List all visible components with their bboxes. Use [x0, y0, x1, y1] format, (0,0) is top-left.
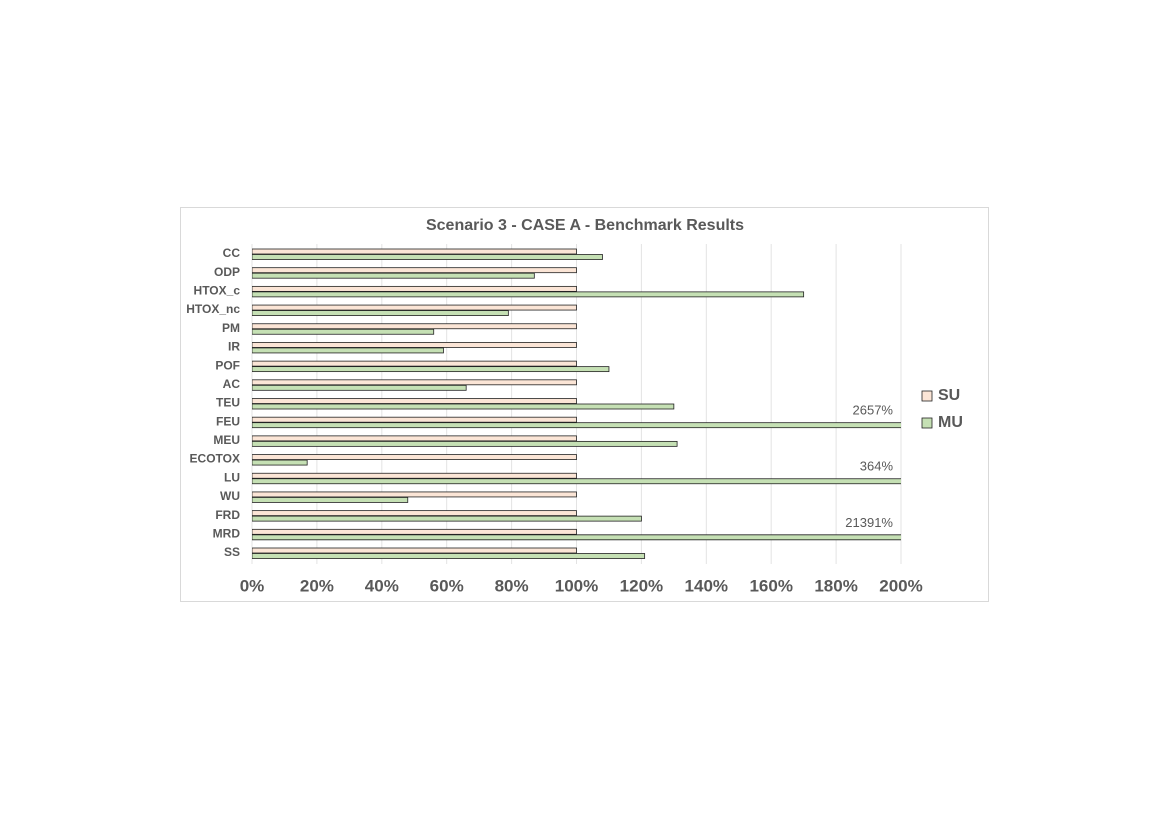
bar [252, 422, 901, 429]
x-tick-label: 140% [685, 576, 728, 595]
x-tick-label: 60% [430, 576, 464, 595]
x-tick-label: 100% [555, 576, 598, 595]
bar [252, 323, 577, 330]
data-label: 21391% [845, 515, 893, 530]
x-tick-label: 40% [365, 576, 399, 595]
bar [252, 553, 646, 559]
bars [252, 248, 901, 559]
bar [252, 254, 603, 260]
y-tick-label: AC [223, 377, 241, 391]
bar [252, 328, 435, 335]
data-label: 2657% [853, 403, 894, 418]
legend-label: MU [938, 414, 963, 431]
x-tick-label: 120% [620, 576, 663, 595]
y-tick-label: WU [220, 489, 240, 503]
x-tick-label: 180% [814, 576, 857, 595]
bar [252, 472, 577, 479]
bar [252, 384, 467, 391]
y-tick-label: FEU [216, 414, 240, 428]
bar [252, 248, 577, 255]
bar [252, 440, 678, 447]
bar [252, 403, 675, 410]
x-tick-label: 20% [300, 576, 334, 595]
y-tick-label: POF [215, 358, 240, 372]
bar [252, 366, 610, 373]
bar [252, 360, 577, 367]
legend-label: SU [938, 387, 960, 404]
x-tick-label: 80% [495, 576, 529, 595]
bar [252, 398, 577, 404]
y-tick-label: TEU [216, 396, 240, 410]
bar [252, 310, 509, 316]
x-tick-label: 200% [879, 576, 922, 595]
bar [252, 528, 577, 535]
bar [252, 379, 577, 386]
y-tick-label: ECOTOX [190, 452, 240, 466]
bar [252, 478, 901, 485]
chart-title: Scenario 3 - CASE A - Benchmark Results [426, 217, 744, 234]
bar [252, 285, 577, 292]
bar [252, 267, 577, 274]
bar [252, 534, 901, 541]
bar [252, 491, 577, 498]
bar [252, 291, 805, 298]
bar [252, 342, 577, 348]
y-tick-label: IR [228, 340, 240, 354]
y-tick-label: PM [222, 321, 240, 335]
x-tick-label: 160% [749, 576, 792, 595]
y-tick-label: HTOX_nc [186, 302, 240, 316]
legend-swatch [921, 390, 933, 402]
labels: 0% 20% 40% 60% 80% 100% 120% 140% 160% 180% 200% CC… [186, 246, 963, 595]
bar [252, 515, 642, 522]
y-tick-label: LU [224, 470, 240, 484]
y-tick-label: HTOX_c [194, 284, 241, 298]
bar [252, 435, 577, 442]
bar [252, 547, 577, 554]
bar [252, 510, 577, 517]
legend-swatch [921, 417, 933, 429]
y-tick-label: ODP [214, 265, 240, 279]
y-tick-label: SS [224, 545, 240, 559]
x-tick-label: 0% [240, 576, 265, 595]
y-tick-label: MRD [213, 526, 241, 540]
bar [252, 416, 577, 423]
bar [252, 272, 535, 279]
bar [252, 347, 444, 354]
bar [252, 459, 308, 466]
bar [252, 497, 409, 503]
y-tick-label: FRD [215, 508, 240, 522]
y-tick-label: CC [223, 246, 241, 260]
y-tick-label: MEU [213, 433, 240, 447]
bar [252, 454, 577, 460]
bar [252, 304, 577, 311]
data-label: 364% [860, 459, 894, 474]
